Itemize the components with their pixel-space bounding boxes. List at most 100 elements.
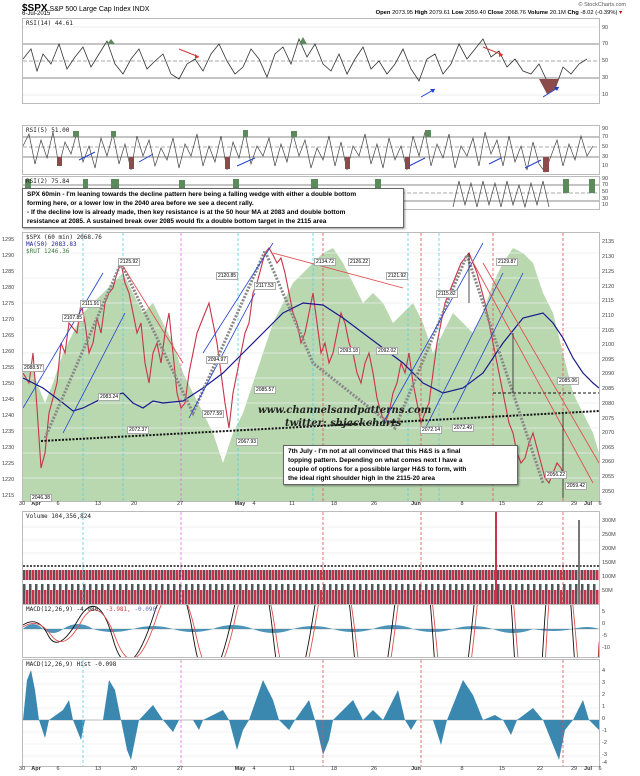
price-annotation: 2056.22: [545, 471, 568, 479]
rsi5-label: RSI(5) 51.00: [26, 127, 70, 134]
price-plot: [23, 233, 599, 501]
note-line: - If the decline low is already made, th…: [27, 209, 346, 216]
x-tick: Apr: [31, 501, 41, 507]
tick: 250M: [602, 532, 616, 538]
rsi5-plot: [23, 130, 599, 173]
tick: 2130: [602, 254, 615, 260]
macd-axis: 5 0 -5 -10: [600, 604, 640, 656]
low-value: 2059.40: [464, 10, 486, 16]
macd-hist-plot: [23, 660, 599, 766]
tick: 70: [602, 182, 609, 188]
close-value: 2068.76: [505, 10, 526, 16]
tick: -1: [602, 728, 607, 734]
macd-hist-axis: 4 3 2 1 0 -1 -2 -3 -4: [600, 659, 640, 766]
tick: 0: [602, 621, 606, 627]
tick: 2135: [602, 239, 615, 245]
rsi2-label: RSI(2) 75.84: [26, 178, 70, 185]
watermark-url: www.channelsandpatterns.com: [258, 405, 432, 416]
tick: 90: [602, 126, 609, 132]
x-tick: 18: [330, 766, 338, 772]
price-legend: $SPX (60 min) 2068.76 MA(50) 2083.83 $RU…: [26, 234, 102, 255]
price-annotation: 2115.82: [436, 290, 458, 298]
tick: 2115: [602, 298, 614, 304]
analysis-note-bottom: 7th July - I'm not at all convinced that…: [283, 445, 518, 485]
low-label: Low: [451, 10, 464, 16]
tick: 2060: [602, 459, 615, 465]
x-tick: 22: [536, 501, 544, 507]
tick: 1255: [2, 365, 15, 371]
tick: 1275: [2, 301, 15, 307]
volume-panel: Volume 104,356,824: [22, 511, 600, 605]
price-annotation: 2083.24: [98, 393, 121, 401]
x-tick: 26: [370, 766, 378, 772]
tick: -3: [602, 752, 607, 758]
high-value: 2079.61: [429, 10, 451, 16]
x-tick: 15: [498, 766, 506, 772]
tick: 1265: [2, 333, 15, 339]
tick: 2120: [602, 284, 615, 290]
tick: 2090: [602, 371, 615, 377]
price-annotation: 2088.57: [22, 364, 45, 372]
tick: 300M: [602, 518, 616, 524]
tick: 70: [602, 134, 609, 140]
volume-plot: [23, 512, 599, 604]
macd-main-label: MACD(12,26,9) -4.080,: [26, 606, 102, 613]
tick: 1225: [2, 461, 15, 467]
tick: -4: [602, 760, 607, 766]
x-tick: 15: [498, 501, 506, 507]
tick: 90: [602, 25, 609, 31]
x-tick: 13: [94, 501, 102, 507]
x-tick: 8: [460, 766, 464, 772]
x-tick: 18: [330, 501, 338, 507]
symbol-name: S&P 500 Large Cap Index: [49, 6, 131, 13]
tick: 50: [602, 189, 609, 195]
x-tick: 4: [252, 501, 256, 507]
x-tick: 13: [94, 766, 102, 772]
price-annotation: 2120.85: [216, 272, 239, 280]
price-annotation: 2067.93: [236, 438, 259, 446]
tick: 1290: [2, 253, 15, 259]
price-annotation: 2134.72: [314, 258, 337, 266]
rsi5-panel: RSI(5) 51.00: [22, 125, 600, 175]
x-tick: May: [234, 501, 246, 507]
ma-label: MA(50) 2083.83: [26, 241, 77, 248]
tick: 50: [602, 58, 609, 64]
x-tick: 30: [18, 501, 26, 507]
price-annotation: 2059.42: [565, 482, 588, 490]
x-tick: Jun: [411, 766, 421, 772]
price-annotation: 2117.53: [254, 282, 276, 290]
rsi2-axis: 90 70 50 30 10: [600, 176, 640, 208]
x-tick: 27: [176, 766, 184, 772]
price-annotation: 2107.85: [62, 314, 85, 322]
tick: 1230: [2, 445, 15, 451]
macd-panel: MACD(12,26,9) -4.080, -3.981, -0.098: [22, 604, 600, 658]
volume-label: Volume: [527, 10, 549, 16]
price-annotation: 2085.06: [557, 377, 580, 385]
tick: 2065: [602, 445, 615, 451]
x-tick: Apr: [31, 766, 41, 772]
rsi5-axis: 90 70 50 30 10: [600, 125, 640, 173]
rsi14-label: RSI(14) 44.61: [26, 20, 73, 27]
chart-date: 6-Jul-2015: [22, 11, 51, 17]
x-tick: 26: [370, 501, 378, 507]
price-label: $SPX (60 min) 2068.76: [26, 234, 102, 241]
price-annotation: 2129.87: [496, 258, 519, 266]
tick: 30: [602, 154, 609, 160]
x-tick: 20: [130, 766, 138, 772]
tick: 1280: [2, 285, 15, 291]
tick: 10: [602, 163, 609, 169]
macd-plot: [23, 605, 599, 657]
volume-value: 20.1M: [549, 10, 566, 16]
tick: 1235: [2, 429, 15, 435]
price-annotation: 2125.92: [118, 258, 141, 266]
quote-summary: Open 2073.95 High 2079.61 Low 2059.40 Cl…: [376, 10, 622, 16]
tick: 30: [602, 75, 609, 81]
tick: -5: [602, 633, 607, 639]
tick: 1285: [2, 269, 15, 275]
tick: 2085: [602, 386, 615, 392]
tick: 1220: [2, 477, 15, 483]
x-tick: 6: [598, 501, 602, 507]
price-annotation: 2072.14: [420, 426, 443, 434]
x-tick: 29: [570, 501, 578, 507]
tick: -10: [602, 645, 610, 651]
